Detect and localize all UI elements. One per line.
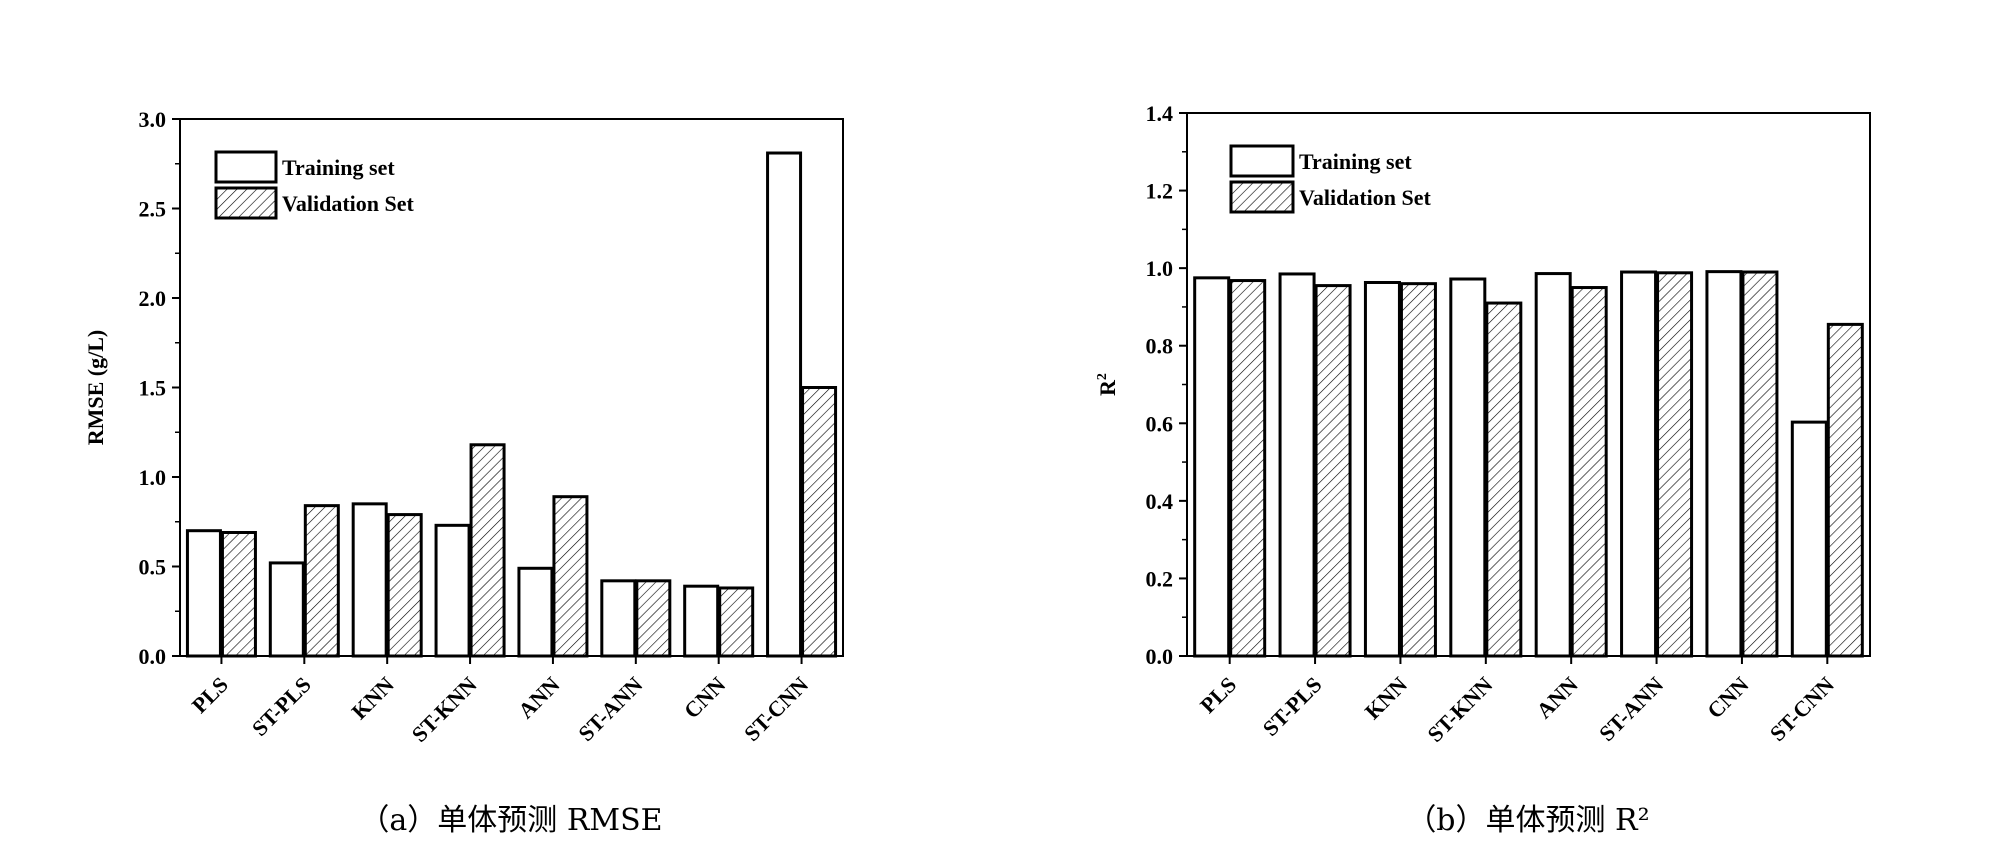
y-tick-label: 2.0 [139,286,167,311]
x-tick-label: PLS [187,672,233,718]
x-tick-label: ST-ANN [1594,672,1668,746]
x-tick-label: ANN [513,672,564,723]
legend-swatch-validation [1229,180,1295,214]
bar-training-cnn [683,584,720,658]
y-axis-title-superscript: 2 [1095,373,1110,380]
y-tick-label: 1.0 [1146,256,1174,281]
y-tick-label: 1.2 [1146,179,1174,204]
legend-label-validation: Validation Set [1299,185,1432,210]
bar-validation-st-ann [1656,271,1694,658]
bar-validation-st-cnn [801,386,838,658]
rmse-chart: PLS ST-PLS KNN ST-KNN ANN ST-ANN CNN ST-CNN 0.0 0… [83,107,844,838]
x-tick-label: ST-KNN [1422,672,1497,747]
bar-training-ann [1534,272,1572,658]
x-tick-label: ST-CNN [1765,672,1839,746]
bar-training-st-pls [1278,272,1316,658]
bar-training-st-cnn [1790,420,1828,658]
y-tick-label: 0.0 [139,644,167,669]
legend-swatch-validation [214,186,278,220]
y-tick-label: 1.0 [139,465,167,490]
x-tick-label: ST-KNN [407,672,482,747]
bar-validation-ann [552,495,589,658]
bar-validation-st-knn [469,443,506,658]
y-tick-label: 1.5 [139,376,167,401]
x-tick-label: CNN [679,672,730,723]
x-tick-label: ST-PLS [247,672,316,741]
bar-validation-st-cnn [1826,322,1864,658]
legend-label-training: Training set [282,155,395,180]
y-axis-title: RMSE (g/L) [83,330,108,446]
x-tick-label: ANN [1531,672,1582,723]
y-tick-label: 1.4 [1146,101,1174,126]
x-tick-label: KNN [1360,672,1412,724]
bar-training-st-cnn [766,151,803,658]
legend-swatch-training [1229,144,1295,178]
bar-validation-ann [1570,286,1608,658]
bar-training-st-ann [1620,270,1658,658]
bar-training-cnn [1705,270,1743,658]
y-tick-label: 2.5 [139,197,167,222]
x-tick-label: PLS [1195,672,1241,718]
bar-validation-st-knn [1485,301,1523,658]
x-tick-label: CNN [1702,672,1753,723]
y-tick-label: 0.2 [1146,566,1174,591]
y-tick-label: 0.4 [1146,489,1174,514]
legend-label-validation: Validation Set [282,191,415,216]
bar-validation-st-ann [635,579,672,658]
r2-chart: PLS ST-PLS KNN ST-KNN ANN ST-ANN CNN ST-CNN 0.0 0… [1095,101,1871,838]
bar-training-pls [1193,276,1231,658]
x-tick-label: ST-CNN [739,672,813,746]
bar-training-knn [1363,280,1401,658]
figure-caption: （b）单体预测 R² [1406,803,1649,838]
x-tick-label: ST-PLS [1258,672,1327,741]
bar-validation-st-pls [303,504,340,658]
y-tick-label: 0.8 [1146,334,1174,359]
bar-training-ann [517,566,554,658]
bar-training-st-ann [600,579,637,658]
legend-label-training: Training set [1299,149,1412,174]
bar-training-st-knn [1449,277,1487,658]
y-tick-label: 0.0 [1146,644,1174,669]
y-tick-label: 3.0 [139,107,167,132]
y-axis-title: R2 [1095,373,1120,396]
bar-training-st-pls [268,561,305,658]
figure-caption: （a）单体预测 RMSE [359,803,662,838]
y-tick-label: 0.6 [1146,411,1174,436]
legend-swatch-training [214,150,278,184]
bar-training-st-knn [434,523,471,658]
bar-validation-knn [386,513,423,658]
y-tick-label: 0.5 [139,555,167,580]
bar-validation-cnn [718,586,755,658]
x-tick-label: ST-ANN [573,672,647,746]
bar-validation-cnn [1741,270,1779,658]
bar-validation-pls [1229,279,1267,658]
bar-training-knn [351,502,388,658]
bar-validation-st-pls [1314,284,1352,658]
bar-validation-knn [1399,282,1437,658]
bar-validation-pls [220,530,257,658]
x-tick-label: KNN [346,672,398,724]
bar-training-pls [185,529,222,658]
